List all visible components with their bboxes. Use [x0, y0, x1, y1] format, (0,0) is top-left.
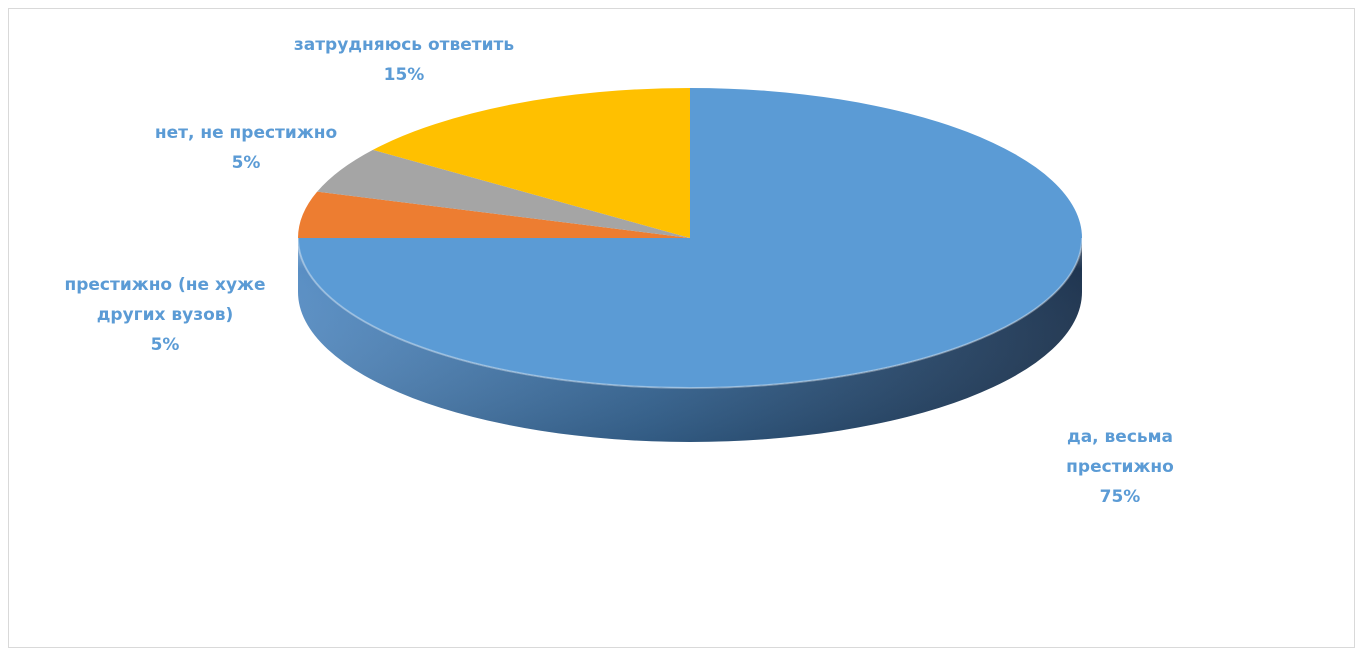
- data-label-category: других вузов): [97, 305, 234, 325]
- pie-slice[interactable]: [298, 191, 690, 238]
- data-label-category: престижно: [1066, 457, 1174, 477]
- data-label-category: престижно (не хуже: [64, 275, 265, 295]
- data-label-percent: 15%: [384, 65, 425, 85]
- pie-chart: да, весьма престижно 75% престижно (не хуже…: [64, 35, 1174, 507]
- pie-slice[interactable]: [372, 88, 690, 238]
- data-label-percent: 5%: [232, 153, 261, 173]
- pie-slice[interactable]: [317, 149, 690, 238]
- data-label-category: нет, не престижно: [155, 123, 337, 143]
- data-label-percent: 75%: [1100, 487, 1141, 507]
- data-label-category: затрудняюсь ответить: [294, 35, 514, 55]
- pie-slice-side-shade: [298, 238, 1082, 442]
- data-label-category: да, весьма: [1067, 427, 1173, 447]
- data-label-percent: 5%: [151, 335, 180, 355]
- pie-rim: [297, 237, 1083, 389]
